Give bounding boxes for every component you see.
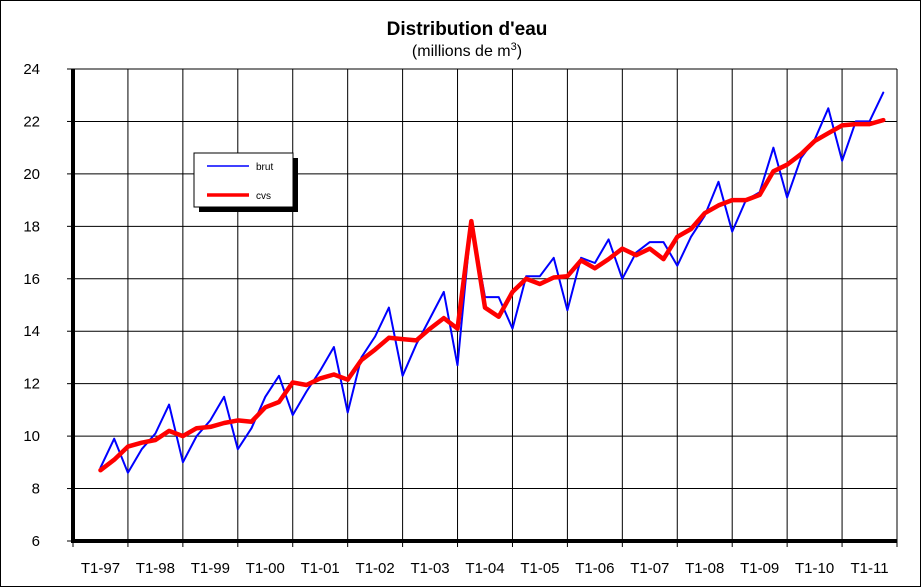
legend: brut cvs [193, 152, 298, 212]
chart-subtitle: (millions de m3) [412, 41, 522, 60]
y-tick-label-8: 22 [23, 113, 40, 130]
y-tick-label-5: 16 [23, 271, 40, 288]
axes [67, 68, 898, 547]
y-tick-label-0: 6 [32, 533, 40, 550]
y-tick-label-7: 20 [23, 166, 40, 183]
y-tick-label-3: 12 [23, 376, 40, 393]
legend-box [193, 152, 294, 208]
y-tick-label-6: 18 [23, 218, 40, 235]
x-tick-label-11: T1-08 [685, 560, 724, 577]
series-line-cvs [98, 117, 886, 473]
x-tick-label-0: T1-97 [81, 560, 120, 577]
x-tick-label-3: T1-00 [246, 560, 285, 577]
y-tick-label-1: 8 [32, 481, 40, 498]
series-lines [98, 91, 886, 474]
x-tick-label-2: T1-99 [191, 560, 230, 577]
y-tick-label-9: 24 [23, 61, 40, 78]
x-tick-label-14: T1-11 [850, 560, 888, 577]
x-tick-label-10: T1-07 [630, 560, 669, 577]
x-tick-label-8: T1-05 [520, 560, 559, 577]
x-tick-label-12: T1-09 [740, 560, 779, 577]
x-tick-label-4: T1-01 [301, 560, 340, 577]
y-tick-labels: 6 8 10 12 14 16 18 20 22 24 [23, 61, 40, 550]
x-tick-label-7: T1-04 [465, 560, 504, 577]
x-tick-label-6: T1-03 [410, 560, 449, 577]
y-tick-label-4: 14 [23, 323, 40, 340]
legend-label-brut: brut [256, 162, 273, 173]
x-tick-label-5: T1-02 [356, 560, 395, 577]
x-tick-labels: T1-97 T1-98 T1-99 T1-00 T1-01 T1-02 T1-03 T1-04… [81, 560, 889, 577]
x-tick-label-1: T1-98 [136, 560, 175, 577]
legend-label-cvs: cvs [256, 191, 271, 202]
x-tick-label-9: T1-06 [575, 560, 614, 577]
chart-title: Distribution d'eau [387, 19, 548, 40]
y-tick-label-2: 10 [23, 428, 40, 445]
x-tick-label-13: T1-10 [795, 560, 834, 577]
series-line-brut [99, 91, 885, 474]
grid-lines [72, 68, 898, 542]
